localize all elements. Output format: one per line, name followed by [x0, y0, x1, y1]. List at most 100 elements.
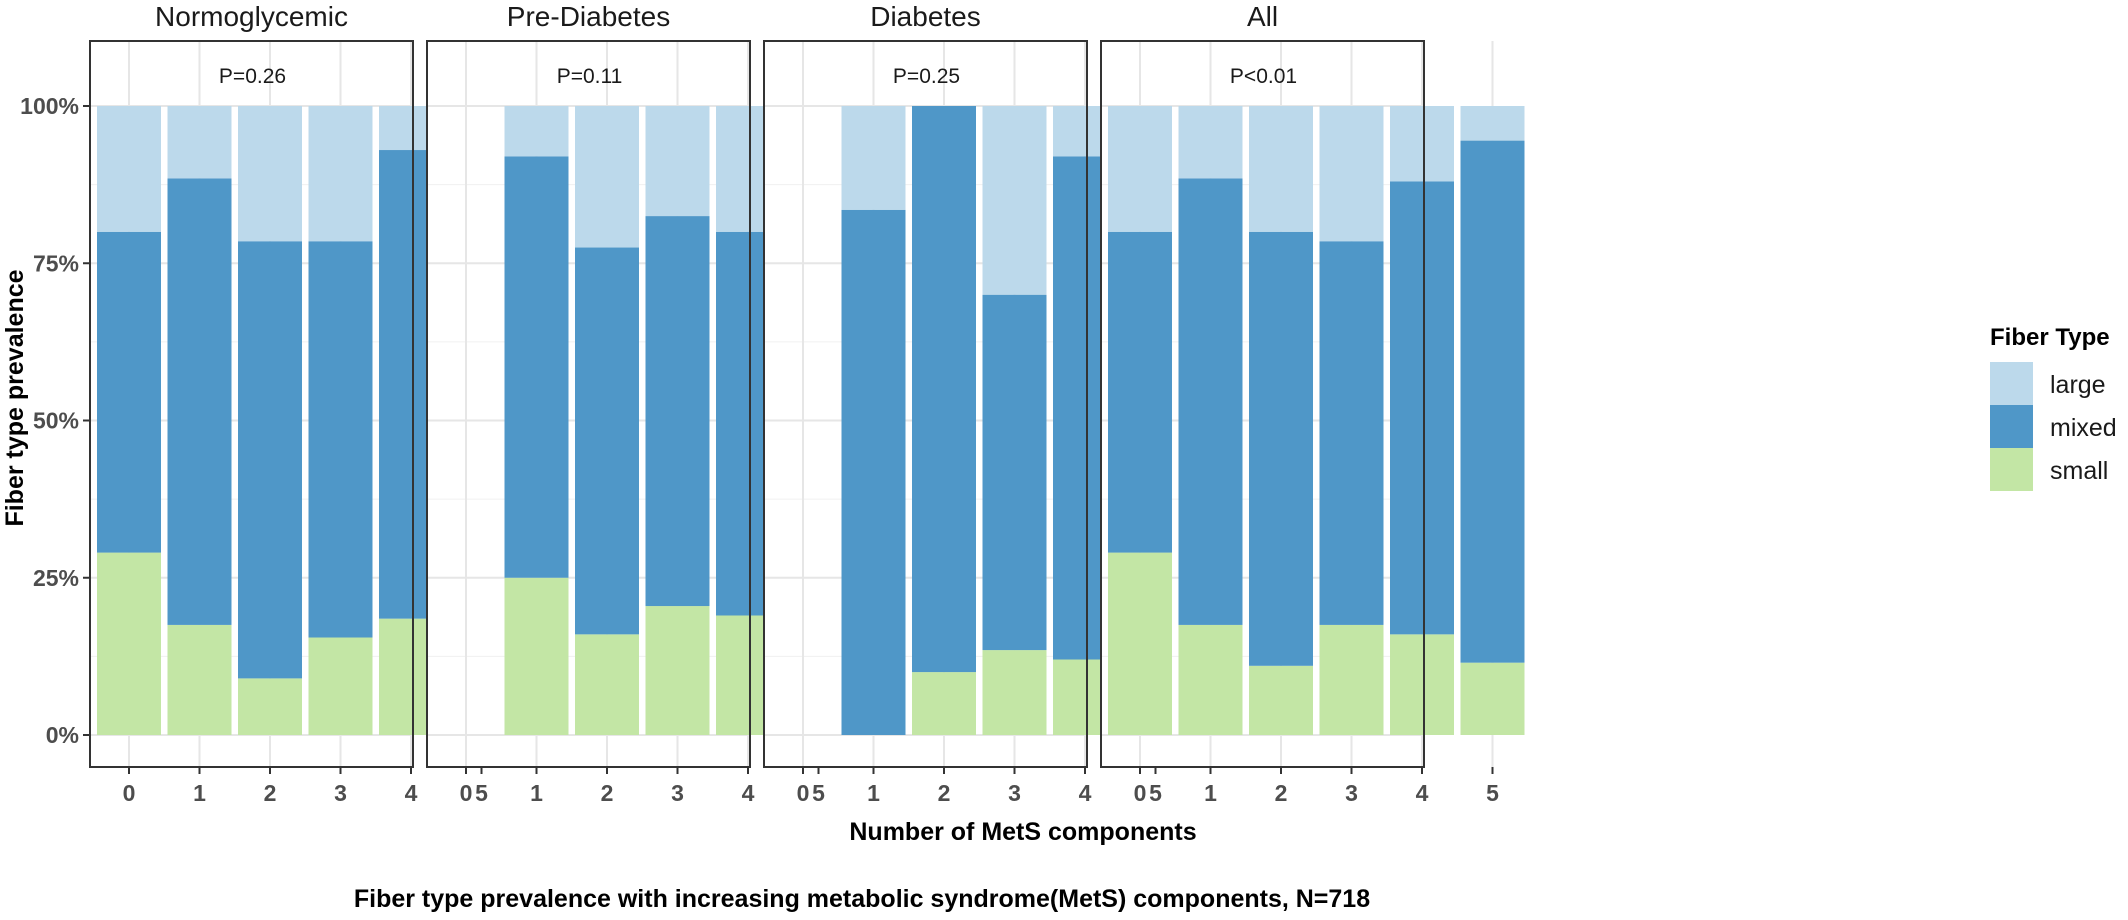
x-tick-label: 1: [193, 780, 206, 806]
bar-segment-large: [1178, 106, 1243, 179]
panel-border: [426, 40, 751, 768]
panel-title: Diabetes: [870, 1, 981, 32]
chart-caption: Fiber type prevalence with increasing me…: [354, 885, 1370, 913]
panel-border: [89, 40, 414, 768]
bar-segment-large: [841, 106, 906, 210]
bar-segment-mixed: [1178, 178, 1243, 625]
x-tick-label: 3: [1345, 780, 1358, 806]
bar-segment-small: [645, 606, 710, 735]
bar-segment-small: [1319, 624, 1384, 735]
bar-segment-mixed: [167, 178, 232, 625]
bar-segment-large: [238, 106, 302, 242]
legend-label: large: [2050, 371, 2106, 399]
panel-title: Pre-Diabetes: [507, 1, 670, 32]
y-tick-label: 0%: [46, 722, 79, 748]
x-tick-label: 0: [797, 780, 810, 806]
bar-segment-mixed: [1390, 181, 1454, 635]
x-tick-label: 0: [1134, 780, 1147, 806]
bar-segment-mixed: [238, 241, 302, 679]
bar-segment-small: [1460, 662, 1525, 735]
x-axis-title: Number of MetS components: [849, 818, 1196, 846]
bar-segment-large: [1390, 106, 1454, 182]
bar-segment-large: [1319, 106, 1384, 242]
bar-segment-mixed: [912, 106, 976, 673]
panel-border: [763, 40, 1088, 768]
bar-segment-mixed: [504, 156, 569, 578]
x-tick-label: 1: [530, 780, 543, 806]
bar-segment-mixed: [1108, 231, 1172, 553]
legend-swatch-small: [1990, 448, 2033, 491]
x-tick-label: 2: [601, 780, 614, 806]
bar-segment-mixed: [982, 294, 1047, 651]
bar-segment-large: [167, 106, 232, 179]
x-tick-label: 4: [1416, 780, 1429, 806]
x-tick-label: 4: [405, 780, 418, 806]
bar-segment-small: [982, 650, 1047, 735]
bar-segment-small: [912, 672, 976, 735]
bar-segment-large: [504, 106, 569, 157]
bar-segment-small: [238, 678, 302, 735]
x-tick-label: 2: [938, 780, 951, 806]
bar-segment-mixed: [645, 216, 710, 607]
x-tick-label: 5: [1486, 780, 1499, 806]
x-tick-label: 3: [334, 780, 347, 806]
x-tick-label: 0: [123, 780, 136, 806]
x-tick-label: 5: [1149, 780, 1162, 806]
panel-title: All: [1247, 1, 1278, 32]
x-tick-label: 1: [867, 780, 880, 806]
bar-segment-large: [97, 106, 161, 232]
legend: Fiber Type large mixed small: [1990, 324, 2117, 491]
bar-segment-small: [308, 637, 373, 735]
x-tick-label: 4: [742, 780, 755, 806]
legend-label: mixed: [2050, 414, 2117, 442]
legend-swatch-mixed: [1990, 405, 2033, 448]
bar-segment-small: [167, 624, 232, 735]
bar-segment-small: [1178, 624, 1243, 735]
bar-segment-small: [1249, 665, 1313, 735]
bar-segment-mixed: [1460, 140, 1525, 663]
y-axis-title: Fiber type prevalence: [1, 269, 29, 526]
panel-0: Normoglycemic P=0.26 0 1 2 3 4 5: [89, 1, 488, 806]
panel-title: Normoglycemic: [155, 1, 348, 32]
p-value-label: P=0.11: [557, 65, 623, 88]
p-value-label: P=0.25: [893, 65, 960, 88]
legend-label: small: [2050, 457, 2108, 485]
x-tick-label: 5: [475, 780, 488, 806]
x-tick-label: 3: [671, 780, 684, 806]
bar-segment-mixed: [308, 241, 373, 638]
x-tick-label: 1: [1204, 780, 1217, 806]
x-tick-label: 2: [264, 780, 277, 806]
bar-segment-mixed: [97, 231, 161, 553]
bar-segment-small: [504, 577, 569, 735]
p-value-label: P<0.01: [1230, 65, 1297, 88]
bar-segment-large: [575, 106, 639, 248]
y-tick-label: 75%: [33, 250, 79, 276]
x-tick-label: 4: [1079, 780, 1092, 806]
x-tick-label: 2: [1275, 780, 1288, 806]
bar-segment-large: [982, 106, 1047, 295]
bar-segment-mixed: [575, 247, 639, 635]
panel-3: All P<0.01 0 1 2 3 4 5: [1100, 1, 1525, 806]
x-tick-label: 0: [460, 780, 473, 806]
bar-segment-small: [1390, 634, 1454, 735]
panels: Normoglycemic P=0.26 0 1 2 3 4 5 Pre-Diabetes P=0…: [20, 1, 1525, 806]
x-tick-label: 5: [812, 780, 825, 806]
bar-segment-large: [645, 106, 710, 217]
bar-segment-mixed: [1319, 241, 1384, 625]
panel-border: [1100, 40, 1425, 768]
legend-swatch-large: [1990, 362, 2033, 405]
bar-segment-small: [575, 634, 639, 735]
bar-segment-large: [1249, 106, 1313, 232]
bar-segment-large: [1108, 106, 1172, 232]
x-tick-label: 3: [1008, 780, 1021, 806]
bar-segment-small: [97, 552, 161, 735]
bar-segment-large: [1460, 106, 1525, 141]
legend-title: Fiber Type: [1990, 324, 2110, 351]
p-value-label: P=0.26: [219, 65, 286, 88]
bar-segment-mixed: [841, 209, 906, 735]
bar-segment-large: [308, 106, 373, 242]
y-tick-label: 100%: [20, 93, 79, 119]
bar-segment-mixed: [1249, 231, 1313, 666]
y-tick-label: 50%: [33, 408, 79, 434]
